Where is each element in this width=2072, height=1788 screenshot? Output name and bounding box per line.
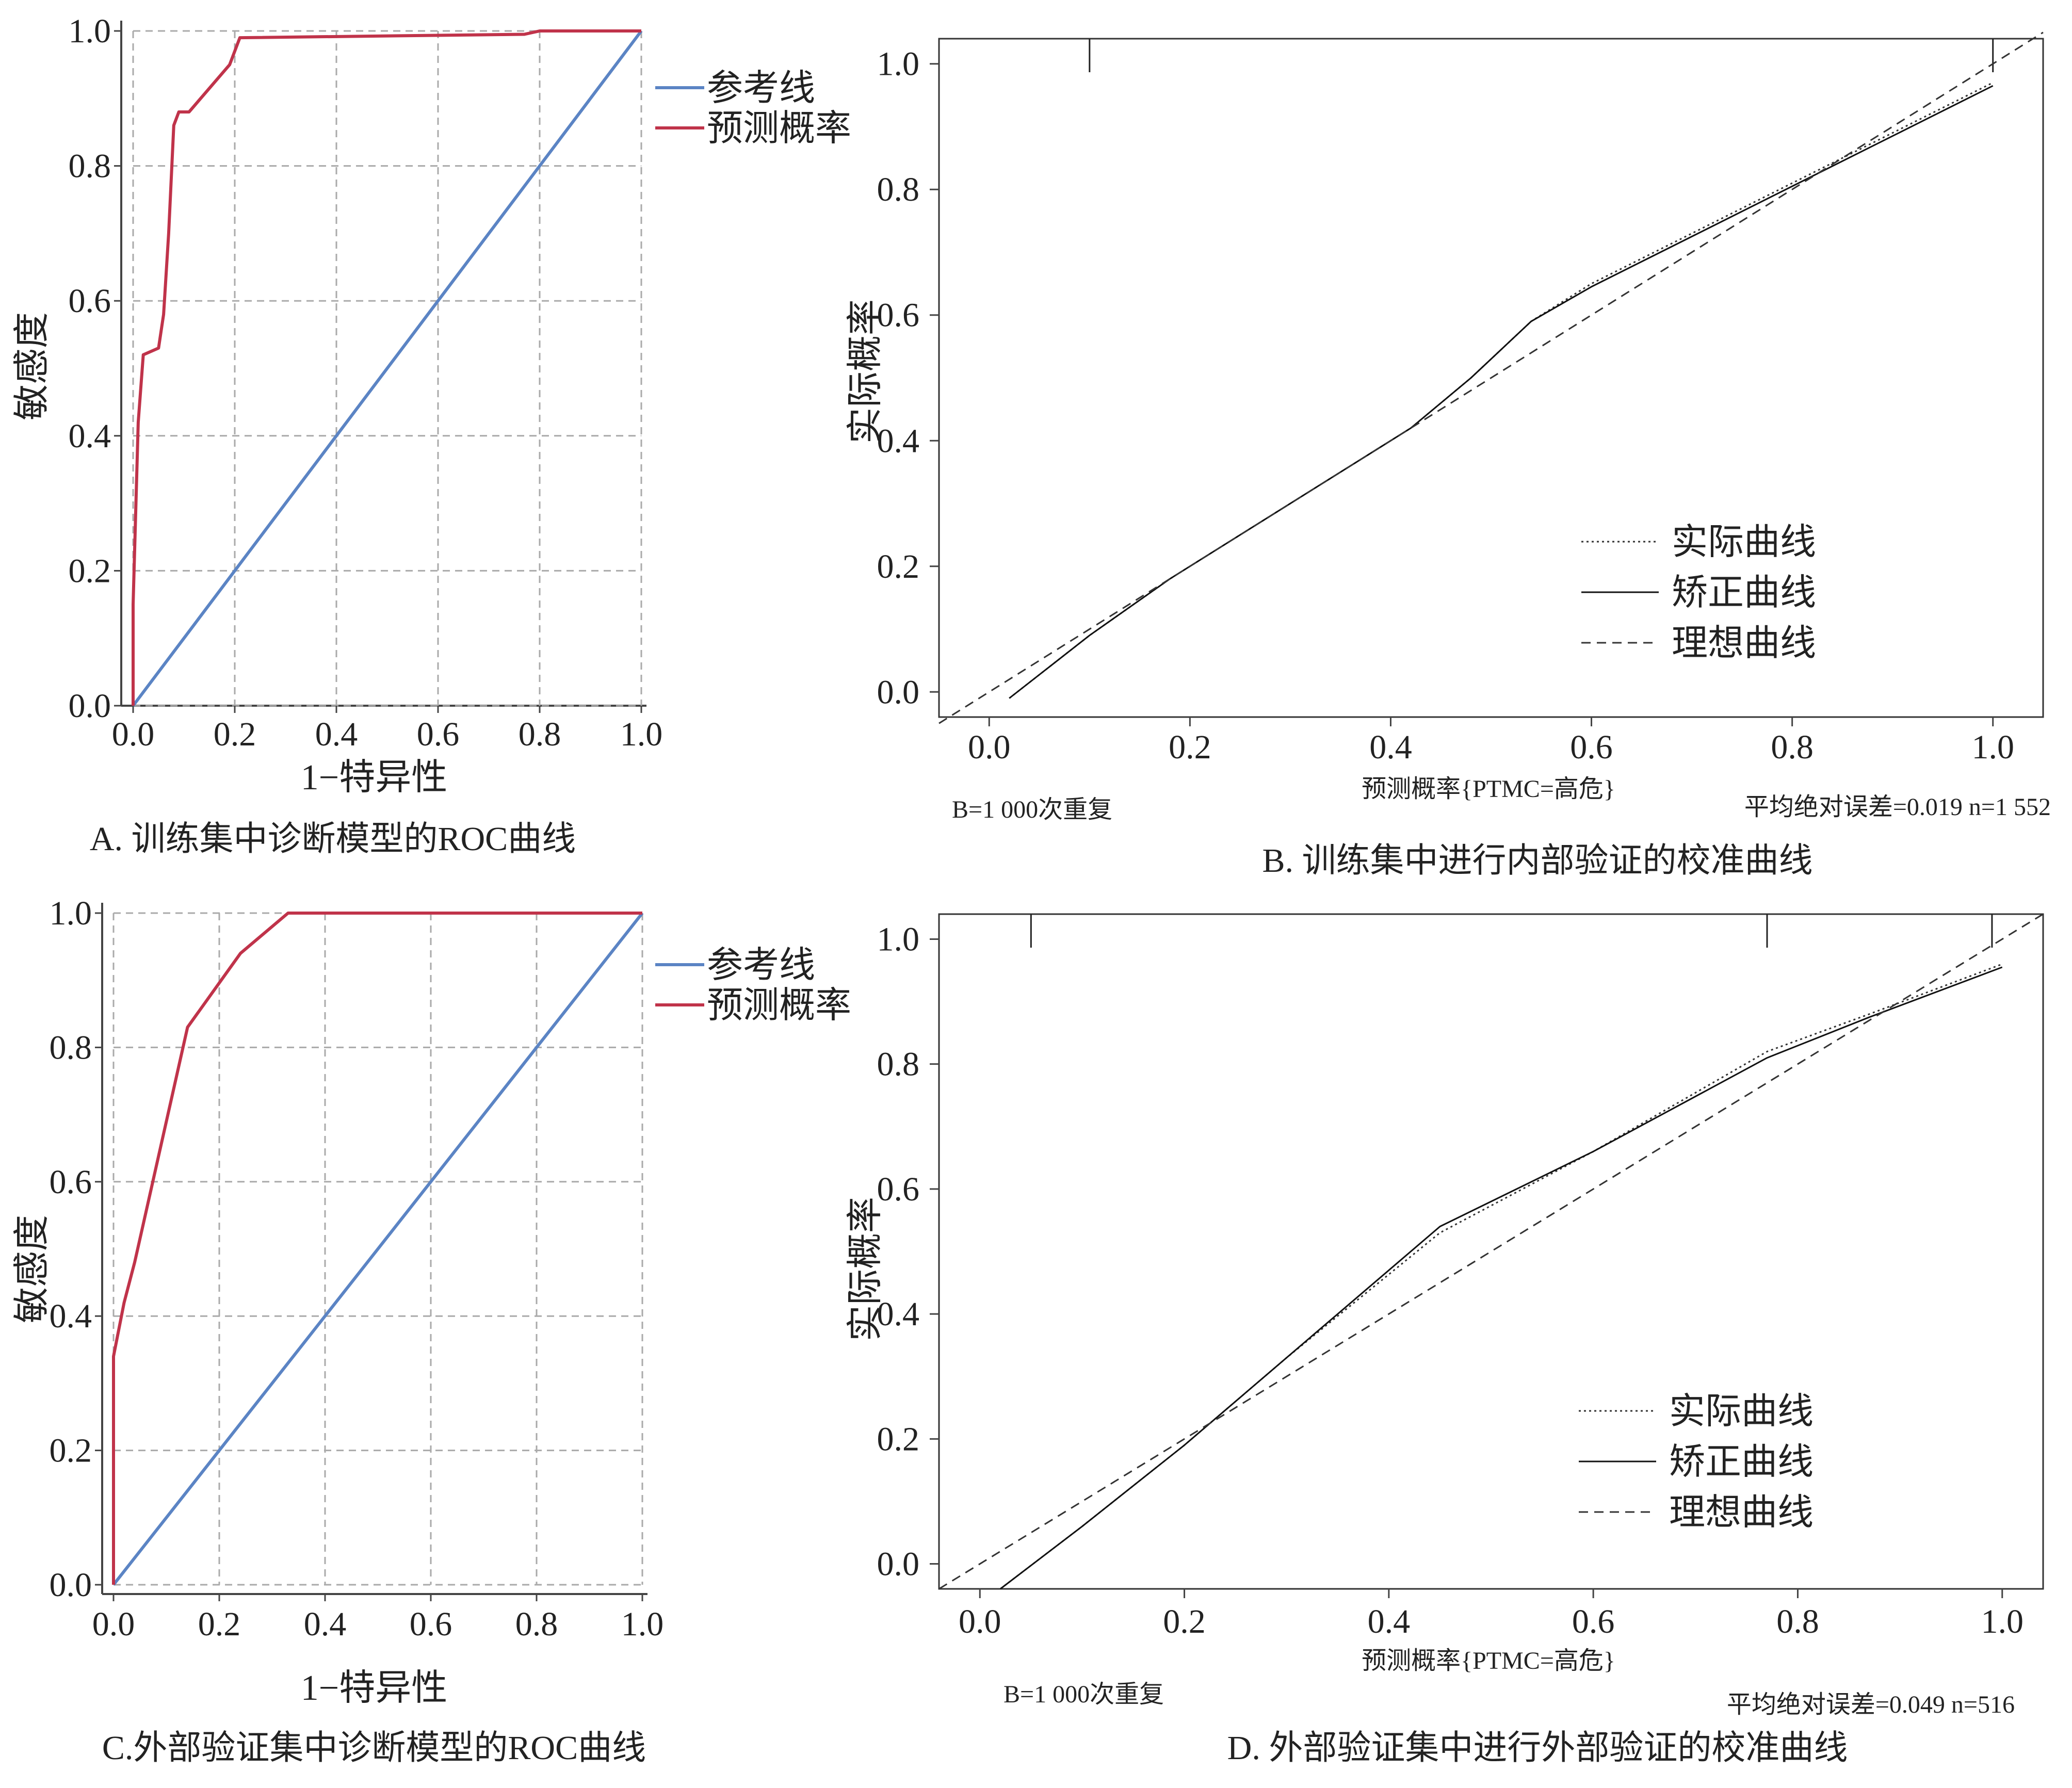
series-line-apparent [999,963,2003,1590]
x-tick-label: 0.2 [1169,728,1211,766]
legend-label: 矫正曲线 [1669,1442,1814,1482]
y-axis-title: 敏感度 [12,312,52,420]
x-tick-label: 0.0 [959,1603,1001,1640]
legend-label: 实际曲线 [1669,1392,1814,1432]
y-tick-label: 0.2 [50,1432,92,1470]
x-tick-label: 0.4 [315,716,358,753]
x-tick-label: 0.8 [1776,1603,1819,1640]
x-tick-label: 0.0 [968,728,1011,766]
series-line-reference [132,30,643,707]
y-axis-title: 敏感度 [12,1215,52,1323]
legend-label: 实际曲线 [1672,523,1816,562]
chart-panel-d: 0.0 0.2 0.4 0.6 0.8 1.0 0.0 0.2 0.4 0.6 0.8 1.0 实际曲线… [846,913,2044,1767]
series-line-bias-corrected [999,966,2003,1590]
series-line-predicted [112,912,642,1585]
y-tick-label: 0.0 [877,673,920,711]
y-axis-title: 实际概率 [846,1197,885,1341]
legend-label: 参考线 [707,69,815,108]
x-tick-label: 0.4 [1369,728,1412,766]
legend-label: 参考线 [707,946,815,985]
y-tick-label: 0.6 [69,282,111,320]
panel-caption: B. 训练集中进行内部验证的校准曲线 [1262,842,1812,880]
y-tick-label: 0.4 [877,422,920,460]
x-axis-title: 1−特异性 [301,758,447,798]
series-line-reference [112,912,644,1586]
y-tick-label: 0.8 [877,171,920,208]
chart-panel-c: 0.0 0.2 0.4 0.6 0.8 1.0 0.0 0.2 0.4 0.6 0.8 1.0 参考线预… [12,895,851,1767]
y-tick-label: 1.0 [877,920,920,958]
series-line-predicted [132,29,641,706]
y-tick-label: 0.6 [877,1171,920,1208]
x-tick-label: 1.0 [620,716,663,753]
x-tick-label: 0.2 [214,716,256,753]
x-tick-label: 0.2 [1163,1603,1206,1640]
x-tick-label: 1.0 [621,1605,664,1643]
chart-panel-b: 0.0 0.2 0.4 0.6 0.8 1.0 0.0 0.2 0.4 0.6 0.8 1.0 实际曲线… [846,31,2051,880]
x-tick-label: 1.0 [1981,1603,2024,1640]
x-tick-label: 0.0 [112,716,155,753]
y-tick-label: 1.0 [877,45,920,83]
y-tick-label: 0.6 [877,297,920,334]
bootstrap-note: B=1 000次重复 [952,796,1112,823]
y-tick-label: 1.0 [50,895,92,932]
series-line-apparent [1009,82,1994,699]
error-note: 平均绝对误差=0.049 n=516 [1727,1691,2015,1718]
x-tick-label: 0.2 [198,1605,241,1643]
legend-label: 矫正曲线 [1672,573,1816,613]
series-line-ideal [938,913,2044,1590]
x-tick-label: 1.0 [1971,728,2014,766]
y-tick-label: 0.0 [877,1546,920,1583]
plot-frame [938,913,2044,1590]
y-tick-label: 0.4 [50,1297,92,1335]
legend-label: 理想曲线 [1669,1493,1814,1533]
panel-caption: A. 训练集中诊断模型的ROC曲线 [90,820,576,858]
x-tick-label: 0.6 [417,716,460,753]
y-tick-label: 0.8 [69,148,111,185]
y-tick-label: 0.0 [69,687,111,725]
panel-caption: C.外部验证集中诊断模型的ROC曲线 [102,1729,646,1767]
x-tick-label: 0.4 [1368,1603,1411,1640]
y-tick-label: 1.0 [69,12,111,50]
series-line-bias-corrected [1009,85,1994,699]
x-axis-title: 1−特异性 [301,1668,447,1708]
y-tick-label: 0.2 [877,548,920,586]
x-tick-label: 0.6 [1572,1603,1615,1640]
y-tick-label: 0.0 [50,1566,92,1604]
x-tick-label: 0.8 [515,1605,558,1643]
bootstrap-note: B=1 000次重复 [1003,1681,1164,1708]
x-tick-label: 0.0 [92,1605,135,1643]
series-line-ideal [938,31,2044,724]
y-tick-label: 0.4 [69,417,111,455]
x-tick-label: 0.8 [519,716,561,753]
legend-label: 预测概率 [707,109,851,149]
chart-panel-a: 0.0 0.2 0.4 0.6 0.8 1.0 0.0 0.2 0.4 0.6 0.8 1.0 参考线预… [12,12,851,858]
y-axis-title: 实际概率 [846,299,885,444]
x-tick-label: 0.6 [410,1605,452,1643]
plot-frame [938,38,2044,718]
x-axis-title: 预测概率{PTMC=高危} [1362,775,1615,803]
legend-label: 理想曲线 [1672,624,1816,663]
y-tick-label: 0.6 [50,1163,92,1201]
y-tick-label: 0.2 [877,1420,920,1458]
error-note: 平均绝对误差=0.019 n=1 552 [1744,793,2051,821]
x-tick-label: 0.4 [304,1605,347,1643]
y-tick-label: 0.2 [69,552,111,590]
x-tick-label: 0.8 [1771,728,1814,766]
x-tick-label: 0.6 [1570,728,1613,766]
y-tick-label: 0.8 [877,1046,920,1083]
legend-label: 预测概率 [707,986,851,1026]
x-axis-title: 预测概率{PTMC=高危} [1362,1647,1615,1675]
panel-caption: D. 外部验证集中进行外部验证的校准曲线 [1227,1729,1848,1767]
y-tick-label: 0.8 [50,1029,92,1066]
y-tick-label: 0.4 [877,1295,920,1333]
